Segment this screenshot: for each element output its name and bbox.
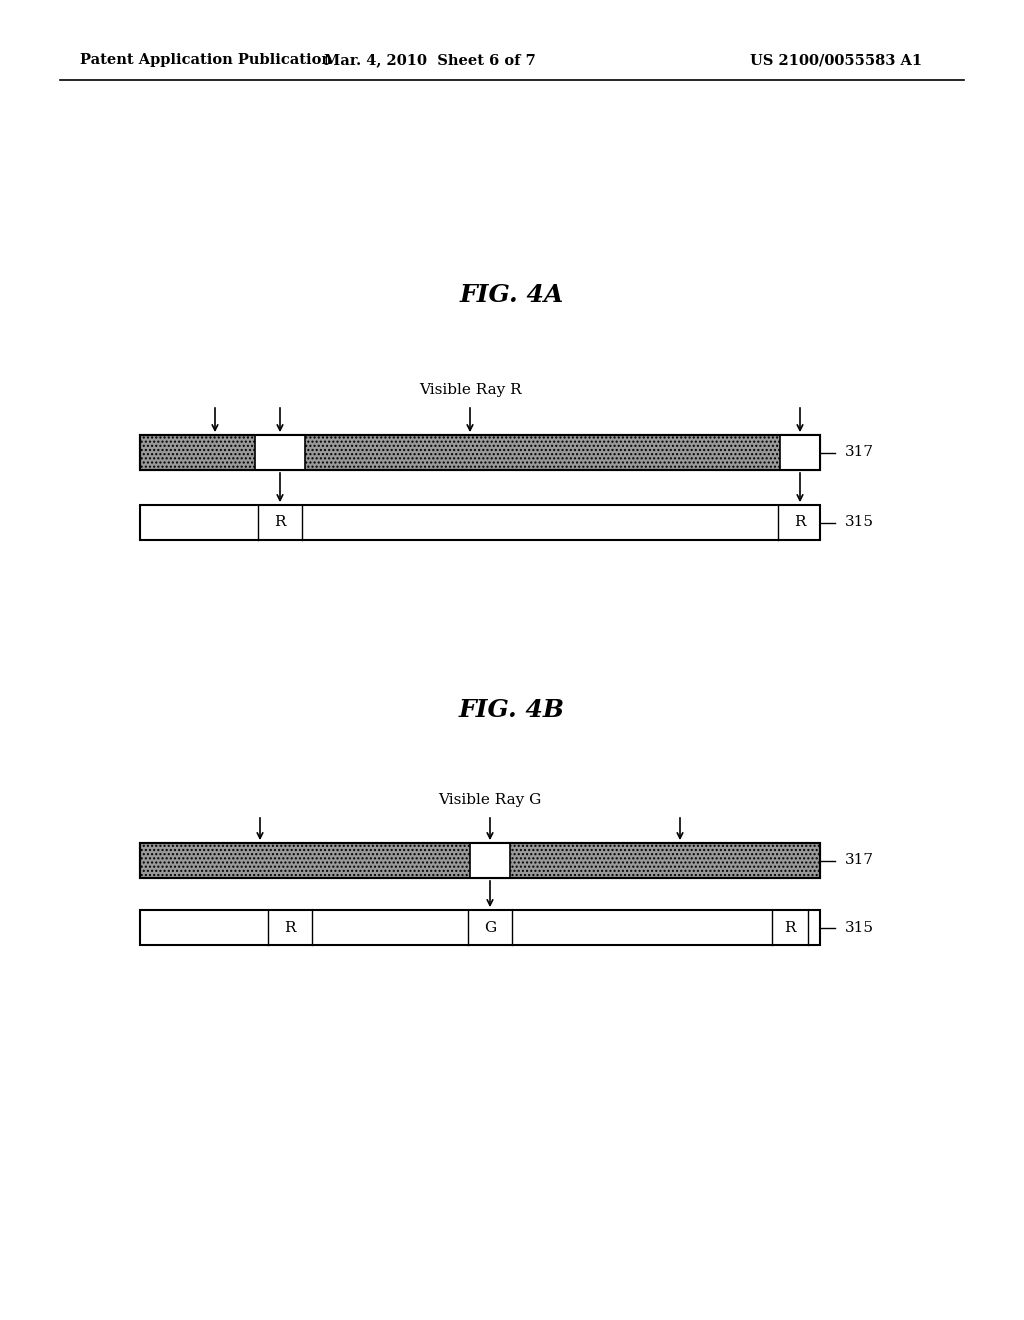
- Bar: [255, 436, 305, 470]
- Text: G: G: [484, 920, 496, 935]
- Bar: [140, 843, 820, 878]
- Text: Mar. 4, 2010  Sheet 6 of 7: Mar. 4, 2010 Sheet 6 of 7: [325, 53, 536, 67]
- Bar: [780, 436, 820, 470]
- Bar: [140, 843, 820, 878]
- Bar: [140, 436, 820, 470]
- Text: R: R: [274, 516, 286, 529]
- Text: US 2100/0055583 A1: US 2100/0055583 A1: [750, 53, 923, 67]
- Text: R: R: [795, 516, 806, 529]
- Text: Visible Ray G: Visible Ray G: [438, 793, 542, 807]
- Text: 315: 315: [845, 920, 874, 935]
- Text: Visible Ray R: Visible Ray R: [419, 383, 521, 397]
- Bar: [140, 436, 820, 470]
- Text: Patent Application Publication: Patent Application Publication: [80, 53, 332, 67]
- Bar: [140, 909, 820, 945]
- Text: 315: 315: [845, 516, 874, 529]
- Bar: [140, 506, 820, 540]
- Text: 317: 317: [845, 854, 874, 867]
- Text: R: R: [784, 920, 796, 935]
- Text: FIG. 4A: FIG. 4A: [460, 282, 564, 308]
- Bar: [470, 843, 510, 878]
- Text: 317: 317: [845, 446, 874, 459]
- Text: FIG. 4B: FIG. 4B: [459, 698, 565, 722]
- Text: R: R: [285, 920, 296, 935]
